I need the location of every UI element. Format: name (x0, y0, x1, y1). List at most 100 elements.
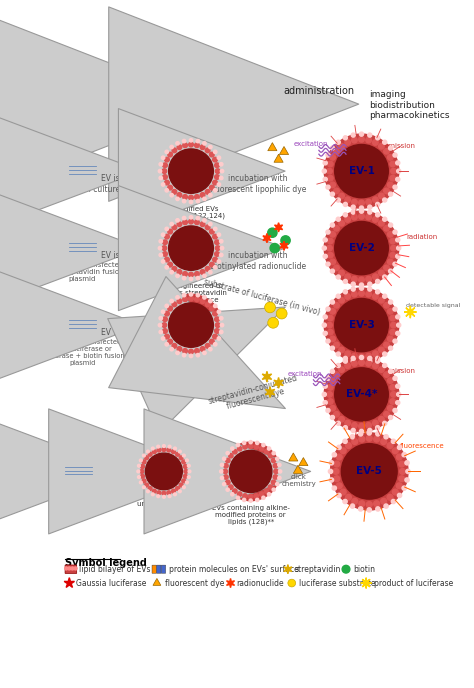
Circle shape (163, 317, 167, 321)
Circle shape (275, 482, 279, 486)
Circle shape (330, 182, 336, 188)
Circle shape (373, 294, 378, 299)
Circle shape (388, 155, 393, 160)
Circle shape (379, 297, 384, 303)
Circle shape (189, 215, 193, 219)
Circle shape (383, 352, 387, 356)
Circle shape (384, 188, 389, 194)
Circle shape (359, 290, 365, 296)
Circle shape (335, 299, 388, 352)
Circle shape (169, 226, 213, 270)
Circle shape (336, 294, 340, 298)
Circle shape (288, 579, 296, 587)
Circle shape (231, 493, 234, 496)
Circle shape (262, 444, 265, 447)
Circle shape (178, 490, 181, 493)
FancyBboxPatch shape (161, 565, 165, 573)
Circle shape (215, 163, 219, 167)
Circle shape (163, 252, 167, 257)
Circle shape (375, 213, 380, 217)
Circle shape (359, 136, 365, 142)
Circle shape (164, 235, 169, 239)
Circle shape (384, 149, 389, 154)
Circle shape (326, 262, 330, 266)
Circle shape (182, 293, 186, 297)
Circle shape (368, 359, 372, 363)
Circle shape (343, 439, 347, 444)
Circle shape (274, 469, 278, 473)
Circle shape (255, 498, 259, 502)
Text: radionuclide: radionuclide (237, 579, 284, 588)
Polygon shape (274, 378, 283, 388)
Circle shape (233, 489, 237, 493)
Circle shape (330, 416, 335, 420)
Circle shape (210, 262, 214, 267)
Circle shape (224, 475, 228, 480)
Circle shape (236, 496, 239, 499)
Circle shape (396, 238, 400, 242)
Circle shape (367, 431, 372, 435)
Circle shape (388, 182, 393, 188)
Circle shape (165, 266, 168, 269)
Circle shape (334, 226, 339, 231)
Circle shape (217, 310, 220, 314)
Text: (and modification): (and modification) (137, 109, 221, 118)
Circle shape (268, 228, 277, 237)
Circle shape (273, 475, 278, 480)
Circle shape (368, 205, 372, 209)
Circle shape (334, 149, 339, 154)
Polygon shape (299, 458, 308, 466)
Circle shape (351, 429, 356, 433)
Circle shape (220, 323, 224, 327)
Circle shape (328, 315, 333, 321)
Circle shape (268, 453, 273, 458)
Circle shape (203, 296, 206, 299)
Circle shape (213, 235, 218, 239)
Circle shape (373, 217, 378, 222)
Circle shape (189, 138, 193, 142)
Text: EV isolation: EV isolation (91, 475, 136, 484)
Circle shape (383, 421, 387, 425)
Circle shape (185, 459, 188, 462)
Circle shape (165, 304, 168, 308)
Circle shape (213, 257, 218, 262)
Circle shape (384, 226, 389, 231)
Circle shape (384, 411, 389, 417)
Circle shape (159, 162, 163, 166)
Circle shape (373, 274, 378, 279)
Circle shape (368, 356, 372, 361)
Circle shape (391, 169, 396, 174)
Circle shape (163, 444, 165, 447)
Circle shape (330, 300, 335, 304)
Text: unmodified EVs: unmodified EVs (137, 501, 191, 506)
Circle shape (177, 193, 182, 197)
Circle shape (196, 217, 200, 219)
Circle shape (139, 459, 142, 462)
Circle shape (375, 279, 380, 283)
Circle shape (267, 493, 271, 496)
Circle shape (388, 232, 393, 237)
Circle shape (184, 469, 188, 473)
Polygon shape (404, 306, 417, 318)
Text: EV-5: EV-5 (356, 466, 382, 476)
Circle shape (359, 501, 365, 506)
Circle shape (209, 347, 212, 351)
Circle shape (390, 175, 395, 181)
Circle shape (189, 195, 193, 200)
Circle shape (345, 351, 350, 356)
Circle shape (143, 454, 146, 457)
Circle shape (177, 222, 182, 226)
Circle shape (375, 426, 380, 430)
Circle shape (326, 409, 330, 413)
Circle shape (337, 445, 341, 449)
Circle shape (330, 378, 336, 383)
Circle shape (326, 230, 330, 234)
Circle shape (183, 349, 187, 353)
Circle shape (381, 439, 387, 444)
Circle shape (176, 219, 179, 222)
Text: substrate of luciferase (in vivo): substrate of luciferase (in vivo) (203, 278, 321, 317)
Circle shape (402, 453, 406, 457)
Circle shape (359, 132, 364, 136)
Text: EV isolation: EV isolation (100, 328, 146, 337)
Circle shape (189, 297, 193, 301)
